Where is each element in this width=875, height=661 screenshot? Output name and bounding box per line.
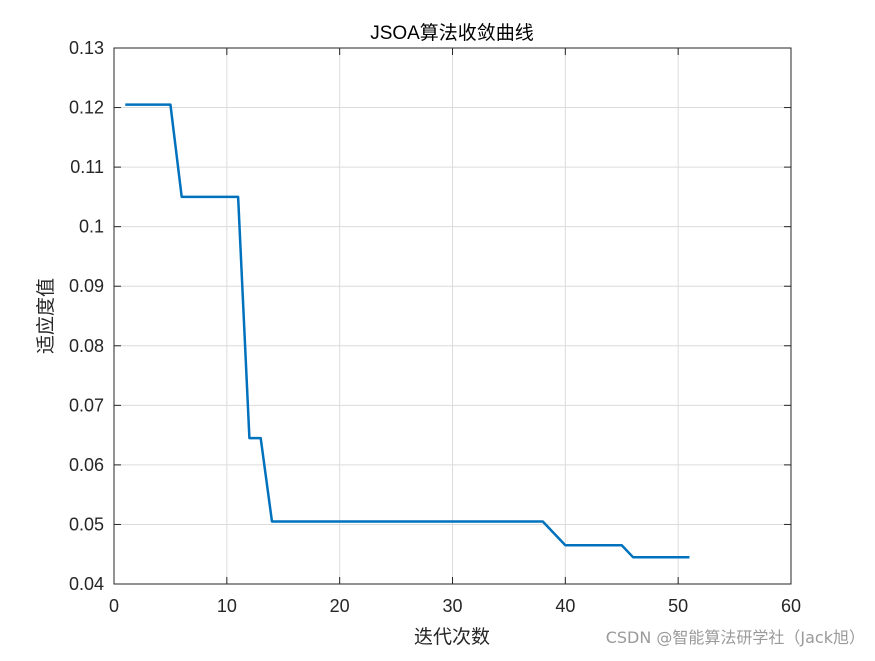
x-tick-label: 60 [781, 596, 801, 616]
x-tick-label: 0 [109, 596, 119, 616]
y-tick-label: 0.07 [69, 395, 104, 415]
y-tick-label: 0.1 [79, 217, 104, 237]
series-line-0 [125, 103, 690, 559]
y-tick-label: 0.13 [69, 38, 104, 58]
y-tick-label: 0.08 [69, 336, 104, 356]
x-tick-label: 50 [668, 596, 688, 616]
chart-title: JSOA算法收敛曲线 [370, 22, 534, 44]
axis-ticks: 0 10 20 30 40 50 60 0.04 0.05 0.06 0.07 0.08 0.09 0.1… [69, 38, 801, 616]
x-tick-label: 20 [330, 596, 350, 616]
x-tick-label: 10 [217, 596, 237, 616]
x-tick-label: 40 [555, 596, 575, 616]
grid [114, 48, 791, 584]
y-tick-label: 0.06 [69, 455, 104, 475]
series-layer [125, 103, 690, 559]
y-tick-label: 0.09 [69, 276, 104, 296]
x-axis-label: 迭代次数 [414, 626, 490, 648]
y-tick-label: 0.12 [69, 98, 104, 118]
y-tick-label: 0.05 [69, 514, 104, 534]
y-tick-label: 0.04 [69, 574, 104, 594]
y-tick-label: 0.11 [70, 157, 104, 177]
x-tick-label: 30 [442, 596, 462, 616]
watermark: CSDN @智能算法研学社（Jack旭） [605, 628, 865, 647]
y-axis-label: 适应度值 [35, 278, 57, 354]
